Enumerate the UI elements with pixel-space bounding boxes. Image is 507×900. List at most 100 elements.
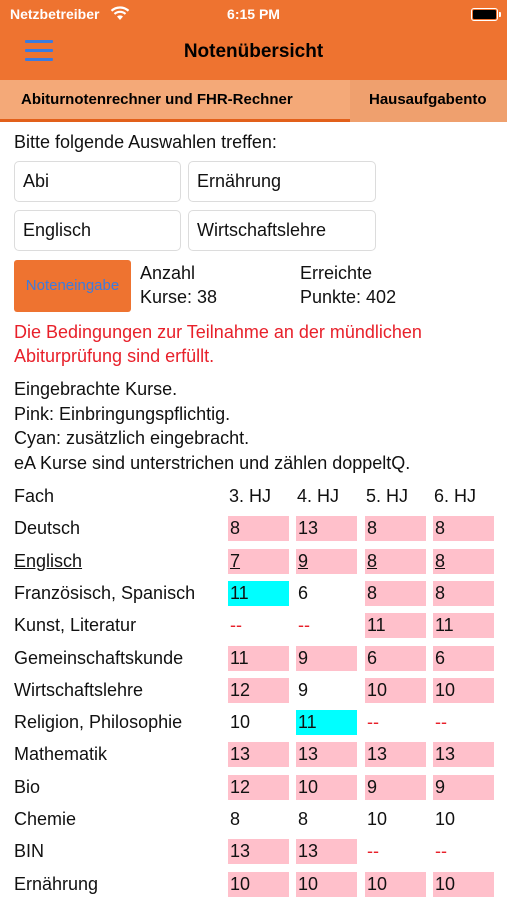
grade-value: 9 bbox=[367, 777, 378, 797]
grade-value: 8 bbox=[435, 518, 446, 538]
grade-cell[interactable]: 10 bbox=[365, 678, 426, 703]
grade-cell[interactable]: 9 bbox=[365, 775, 426, 800]
grade-cell[interactable]: 9 bbox=[296, 678, 357, 703]
grade-cell[interactable]: 6 bbox=[365, 646, 426, 671]
grade-cell[interactable]: 6 bbox=[296, 581, 357, 606]
grade-value: 10 bbox=[435, 874, 456, 894]
legend-line: eA Kurse sind unterstrichen und zählen d… bbox=[14, 452, 411, 473]
grade-cell[interactable]: 11 bbox=[433, 613, 494, 638]
grade-value: 11 bbox=[298, 712, 317, 732]
grade-cell[interactable]: 10 bbox=[296, 872, 357, 897]
subject-name: Deutsch bbox=[14, 518, 81, 538]
grade-cell[interactable]: 11 bbox=[228, 581, 289, 606]
grade-cell[interactable]: 7 bbox=[228, 549, 289, 574]
grade-value: 13 bbox=[435, 744, 456, 764]
tab-abiturnotenrechner[interactable]: Abiturnotenrechner und FHR-Rechner bbox=[0, 80, 350, 122]
noteneingabe-button[interactable]: Noteneingabe bbox=[14, 260, 131, 312]
grade-cell[interactable]: -- bbox=[365, 839, 426, 864]
grade-cell[interactable]: -- bbox=[433, 710, 494, 735]
grade-cell[interactable]: 9 bbox=[296, 646, 357, 671]
table-header: Fach 3. HJ 4. HJ 5. HJ 6. HJ bbox=[14, 484, 507, 509]
grade-cell[interactable]: 13 bbox=[296, 839, 357, 864]
grade-value: -- bbox=[367, 712, 379, 732]
table-row[interactable]: Chemie 8 8 10 10 bbox=[14, 807, 507, 832]
grade-cell[interactable]: 8 bbox=[296, 807, 357, 832]
grade-cell[interactable]: 11 bbox=[228, 646, 289, 671]
grade-cell[interactable]: -- bbox=[365, 710, 426, 735]
table-row[interactable]: Gemeinschaftskunde 11 9 6 6 bbox=[14, 646, 507, 671]
table-row[interactable]: Bio 12 10 9 9 bbox=[14, 775, 507, 800]
grade-value: 8 bbox=[367, 518, 378, 538]
course-count-label: Anzahl bbox=[140, 263, 196, 283]
grade-cell[interactable]: 8 bbox=[433, 549, 494, 574]
grade-cell[interactable]: 8 bbox=[433, 581, 494, 606]
tab-bar: Abiturnotenrechner und FHR-Rechner Hausa… bbox=[0, 80, 507, 122]
subject-name: Französisch, Spanisch bbox=[14, 583, 196, 603]
table-row[interactable]: Ernährung 10 10 10 10 bbox=[14, 872, 507, 897]
grade-cell[interactable]: 10 bbox=[365, 872, 426, 897]
grade-value: 9 bbox=[298, 648, 309, 668]
grade-cell[interactable]: 9 bbox=[296, 549, 357, 574]
grade-cell[interactable]: 13 bbox=[228, 839, 289, 864]
grade-cell[interactable]: 10 bbox=[296, 775, 357, 800]
grade-cell[interactable]: 13 bbox=[228, 742, 289, 767]
grade-value: -- bbox=[230, 615, 242, 635]
grade-cell[interactable]: 10 bbox=[365, 807, 426, 832]
select-fach-2[interactable]: Wirtschaftslehre bbox=[188, 210, 376, 251]
grade-value: 11 bbox=[435, 615, 454, 635]
select-fach-1[interactable]: Englisch bbox=[14, 210, 181, 251]
table-row[interactable]: Kunst, Literatur -- -- 11 11 bbox=[14, 613, 507, 638]
grade-cell[interactable]: -- bbox=[433, 839, 494, 864]
table-row[interactable]: Wirtschaftslehre 12 9 10 10 bbox=[14, 678, 507, 703]
grade-cell[interactable]: 10 bbox=[433, 807, 494, 832]
grade-cell[interactable]: -- bbox=[296, 613, 357, 638]
subject-name: Kunst, Literatur bbox=[14, 615, 137, 635]
grade-cell[interactable]: 10 bbox=[433, 678, 494, 703]
table-row[interactable]: Englisch 7 9 8 8 bbox=[14, 549, 507, 574]
grade-cell[interactable]: 8 bbox=[365, 516, 426, 541]
hamburger-icon[interactable] bbox=[25, 40, 53, 62]
grade-cell[interactable]: 12 bbox=[228, 775, 289, 800]
grade-cell[interactable]: -- bbox=[228, 613, 289, 638]
course-count-value: Kurse: 38 bbox=[140, 287, 218, 307]
grade-cell[interactable]: 12 bbox=[228, 678, 289, 703]
grade-cell[interactable]: 10 bbox=[433, 872, 494, 897]
grade-cell[interactable]: 13 bbox=[433, 742, 494, 767]
course-count: Anzahl Kurse: 38 bbox=[140, 261, 217, 309]
grade-cell[interactable]: 8 bbox=[365, 581, 426, 606]
grade-cell[interactable]: 8 bbox=[228, 516, 289, 541]
status-bar: Netzbetreiber 6:15 PM bbox=[0, 0, 507, 28]
grade-value: 7 bbox=[230, 551, 241, 571]
grade-value: 11 bbox=[367, 615, 386, 635]
grade-cell[interactable]: 10 bbox=[228, 710, 289, 735]
grade-value: 12 bbox=[230, 777, 251, 797]
grade-cell[interactable]: 9 bbox=[433, 775, 494, 800]
grade-cell[interactable]: 13 bbox=[296, 742, 357, 767]
table-row[interactable]: BIN 13 13 -- -- bbox=[14, 839, 507, 864]
grade-value: -- bbox=[367, 841, 379, 861]
grade-cell[interactable]: 11 bbox=[296, 710, 357, 735]
table-row[interactable]: Religion, Philosophie 10 11 -- -- bbox=[14, 710, 507, 735]
grade-cell[interactable]: 8 bbox=[433, 516, 494, 541]
table-row[interactable]: Mathematik 13 13 13 13 bbox=[14, 742, 507, 767]
grade-cell[interactable]: 13 bbox=[296, 516, 357, 541]
grade-value: 9 bbox=[298, 551, 309, 571]
grade-value: 8 bbox=[367, 551, 378, 571]
grade-value: 10 bbox=[367, 874, 388, 894]
table-row[interactable]: Französisch, Spanisch 11 6 8 8 bbox=[14, 581, 507, 606]
select-abschluss[interactable]: Abi bbox=[14, 161, 181, 202]
grade-cell[interactable]: 8 bbox=[365, 549, 426, 574]
battery-tip bbox=[499, 12, 501, 17]
grade-cell[interactable]: 8 bbox=[228, 807, 289, 832]
selection-prompt: Bitte folgende Auswahlen treffen: bbox=[14, 132, 277, 152]
legend-line: Eingebrachte Kurse. bbox=[14, 379, 178, 399]
grade-value: 8 bbox=[298, 809, 309, 829]
grade-cell[interactable]: 13 bbox=[365, 742, 426, 767]
grade-cell[interactable]: 6 bbox=[433, 646, 494, 671]
subject-name: Bio bbox=[14, 777, 41, 797]
grade-cell[interactable]: 10 bbox=[228, 872, 289, 897]
grade-cell[interactable]: 11 bbox=[365, 613, 426, 638]
table-row[interactable]: Deutsch 8 13 8 8 bbox=[14, 516, 507, 541]
select-profil[interactable]: Ernährung bbox=[188, 161, 376, 202]
tab-hausaufgaben[interactable]: Hausaufgabento bbox=[350, 80, 507, 122]
